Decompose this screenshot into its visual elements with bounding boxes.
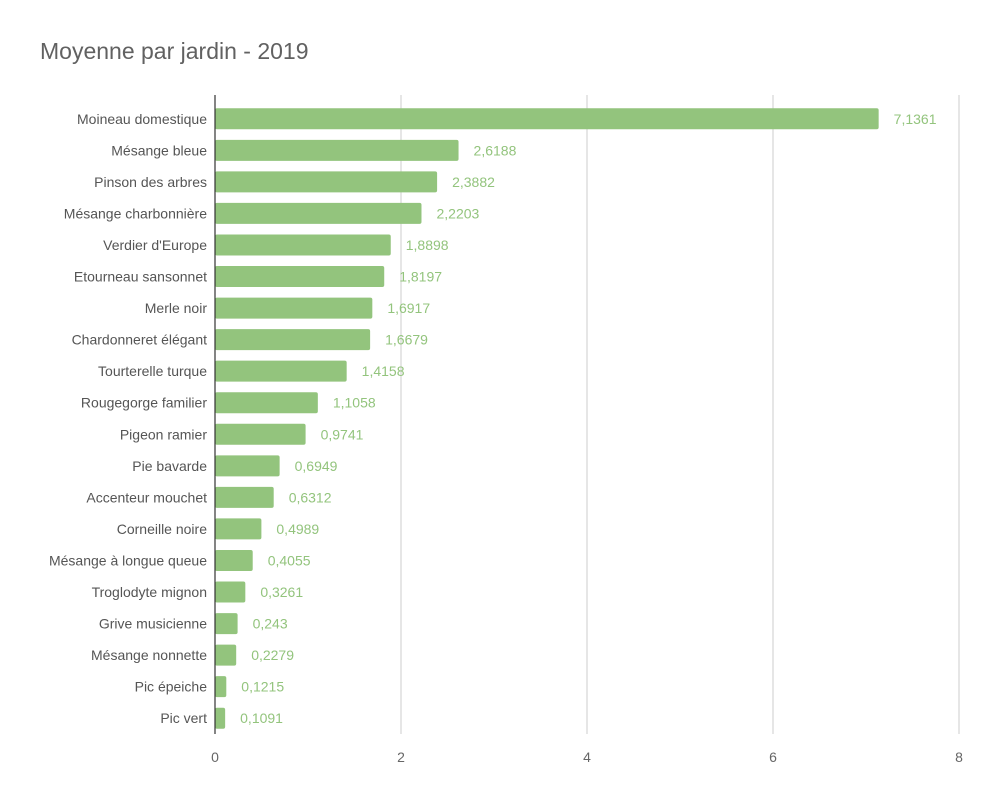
category-label: Pic épeiche [135,679,208,695]
data-label: 7,1361 [894,111,937,127]
bar [215,297,373,319]
bar [215,423,306,445]
x-tick-label: 4 [583,749,591,765]
bar [215,202,422,224]
x-tick-label: 6 [769,749,777,765]
bar [215,707,226,729]
category-label: Mésange nonnette [91,647,207,663]
category-label: Grive musicienne [99,616,207,632]
category-label: Mésange à longue queue [49,552,207,568]
bar [215,139,459,161]
data-label: 2,2203 [436,205,479,221]
category-label: Mésange charbonnière [64,205,207,221]
category-label: Mésange bleue [111,142,207,158]
category-label: Corneille noire [117,521,207,537]
category-label: Verdier d'Europe [103,237,207,253]
category-label: Pigeon ramier [120,426,207,442]
data-label: 1,4158 [362,363,405,379]
bar [215,486,274,508]
bar [215,392,318,414]
bar [215,360,347,382]
data-label: 1,1058 [333,395,376,411]
bar [215,549,253,571]
category-label: Chardonneret élégant [72,332,208,348]
bar [215,581,246,603]
bar [215,234,391,256]
category-label: Pic vert [160,710,207,726]
category-label: Moineau domestique [77,111,207,127]
category-label: Tourterelle turque [98,363,207,379]
bar [215,455,280,477]
data-label: 1,8898 [406,237,449,253]
category-label: Rougegorge familier [81,395,207,411]
bar [215,329,371,351]
data-label: 0,9741 [321,426,364,442]
category-label: Pinson des arbres [94,174,207,190]
data-label: 0,6949 [295,458,338,474]
bar [215,676,227,698]
category-label: Etourneau sansonnet [74,269,207,285]
data-label: 0,6312 [289,489,332,505]
bar [215,613,238,635]
data-label: 0,243 [253,616,288,632]
bar [215,266,385,288]
category-label: Accenteur mouchet [86,489,207,505]
bar [215,108,879,130]
data-label: 1,6679 [385,332,428,348]
x-tick-label: 2 [397,749,405,765]
data-label: 0,2279 [251,647,294,663]
data-label: 1,6917 [387,300,430,316]
x-tick-label: 0 [211,749,219,765]
data-label: 2,3882 [452,174,495,190]
category-label: Troglodyte mignon [92,584,207,600]
data-label: 2,6188 [474,142,517,158]
data-label: 0,3261 [260,584,303,600]
chart-title: Moyenne par jardin - 2019 [40,38,309,64]
category-label: Pie bavarde [132,458,207,474]
data-label: 1,8197 [399,269,442,285]
x-tick-label: 8 [955,749,963,765]
category-label: Merle noir [145,300,208,316]
data-label: 0,4055 [268,552,311,568]
bar [215,644,237,666]
bar [215,171,438,193]
data-label: 0,1215 [241,679,284,695]
data-label: 0,4989 [276,521,319,537]
data-label: 0,1091 [240,710,283,726]
bar [215,518,262,540]
